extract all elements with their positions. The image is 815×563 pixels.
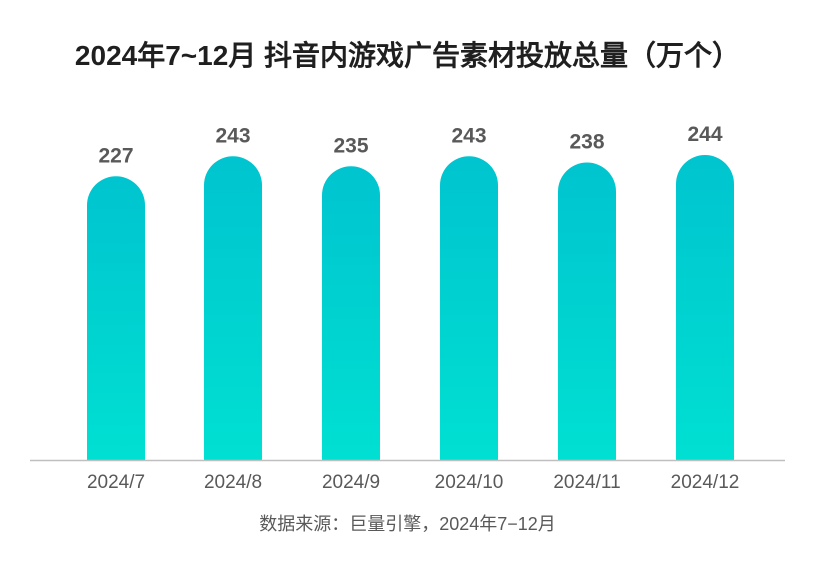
value-label: 227 <box>98 144 133 167</box>
bar-2024/7 <box>87 176 145 460</box>
x-tick-label: 2024/10 <box>435 472 504 493</box>
x-tick-label: 2024/12 <box>671 472 740 493</box>
bar-2024/12 <box>676 155 734 460</box>
x-tick-label: 2024/7 <box>87 472 145 493</box>
bars-layer <box>87 155 734 460</box>
x-tick-label: 2024/11 <box>553 472 620 493</box>
bar-2024/8 <box>204 156 262 460</box>
value-label: 238 <box>569 131 604 154</box>
bar-2024/10 <box>440 156 498 460</box>
x-tick-label: 2024/8 <box>204 472 262 493</box>
chart-source-note: 数据来源：巨量引擎，2024年7−12月 <box>259 514 556 534</box>
value-label: 243 <box>451 124 486 147</box>
x-tick-label: 2024/9 <box>322 472 380 493</box>
value-label: 235 <box>333 134 368 157</box>
bar-2024/11 <box>558 162 616 460</box>
value-label: 244 <box>687 123 722 146</box>
tick-labels-layer: 2024/7 2024/8 2024/9 2024/10 2024/11 2024/12 <box>87 472 739 493</box>
value-labels-layer: 227 243 235 243 238 244 <box>98 123 722 167</box>
bar-2024/9 <box>322 166 380 460</box>
chart-title: 2024年7~12月 抖音内游戏广告素材投放总量（万个） <box>74 40 741 71</box>
value-label: 243 <box>215 124 250 147</box>
